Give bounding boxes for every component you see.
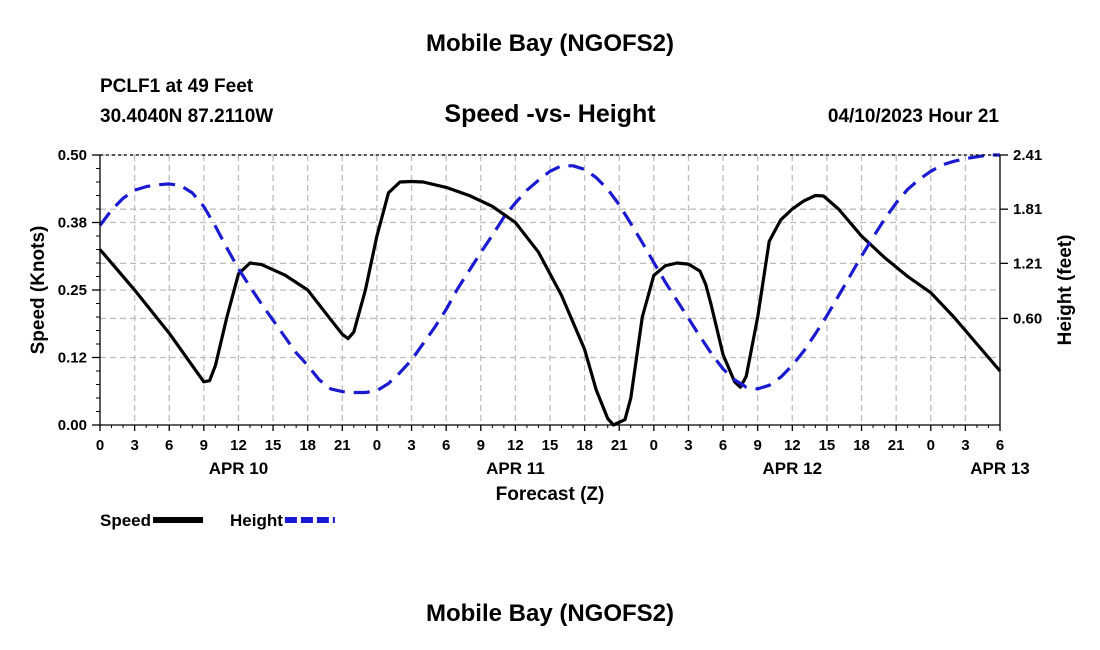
chart-title: Speed -vs- Height [444,100,656,128]
height-series-line [98,153,1000,395]
x-tick-label: 0 [650,437,658,454]
legend: Speed Height [100,511,335,530]
y-tick-label: 0.25 [58,282,87,299]
x-tick-label: 6 [165,437,173,454]
x-tick-label: 9 [200,437,208,454]
date-label: APR 12 [763,459,823,478]
x-axis-label: Forecast (Z) [496,484,605,505]
x-tick-label: 3 [961,437,969,454]
coordinates-label: 30.4040N 87.2110W [100,106,274,127]
y2-tick-label: 1.21 [1013,255,1042,272]
x-tick-label: 21 [888,437,905,454]
axes: 0 3 6 9 12 15 18 21 0 3 6 9 12 15 18 21 0 3 6 9 12 15 18 21 0 3 6 A… [28,147,1076,505]
x-tick-label: 9 [754,437,762,454]
x-tick-label: 6 [442,437,450,454]
date-label: APR 11 [486,459,545,478]
y2-tick-label: 2.41 [1013,147,1042,164]
y-tick-label: 0.00 [58,417,87,434]
y-tick-label: 0.12 [58,350,87,367]
y-tick-label: 0.38 [58,215,87,232]
x-tick-label: 15 [265,437,282,454]
page-title-bottom: Mobile Bay (NGOFS2) [425,600,675,627]
date-label: APR 13 [970,459,1030,478]
datetime-label: 04/10/2023 Hour 21 [827,106,999,127]
x-tick-label: 18 [299,437,316,454]
y-tick-label: 0.50 [58,147,87,164]
page-title-top: Mobile Bay (NGOFS2) [425,30,675,57]
x-tick-label: 15 [819,437,836,454]
x-tick-label: 12 [507,437,524,454]
x-tick-label: 3 [407,437,415,454]
legend-label-height: Height [230,511,283,530]
series-lines [98,153,1002,427]
x-tick-label: 12 [230,437,247,454]
x-tick-label: 0 [927,437,935,454]
x-tick-label: 3 [130,437,138,454]
x-tick-label: 0 [96,437,104,454]
x-tick-label: 12 [784,437,801,454]
y2-axis-label: Height (feet) [1055,235,1076,346]
x-tick-label: 6 [719,437,727,454]
y2-tick-label: 1.81 [1013,201,1042,218]
x-tick-label: 9 [477,437,485,454]
station-label: PCLF1 at 49 Feet [100,76,254,97]
x-tick-label: 18 [576,437,593,454]
x-tick-label: 3 [684,437,692,454]
y2-tick-label: 0.60 [1013,310,1042,327]
legend-label-speed: Speed [100,511,151,530]
x-tick-label: 6 [996,437,1004,454]
speed-series-line [98,179,1002,427]
date-label: APR 10 [209,459,269,478]
y-axis-label: Speed (Knots) [28,226,49,355]
x-tick-label: 21 [334,437,351,454]
x-tick-label: 18 [853,437,870,454]
x-tick-label: 21 [611,437,628,454]
x-tick-label: 0 [373,437,381,454]
x-tick-label: 15 [542,437,559,454]
